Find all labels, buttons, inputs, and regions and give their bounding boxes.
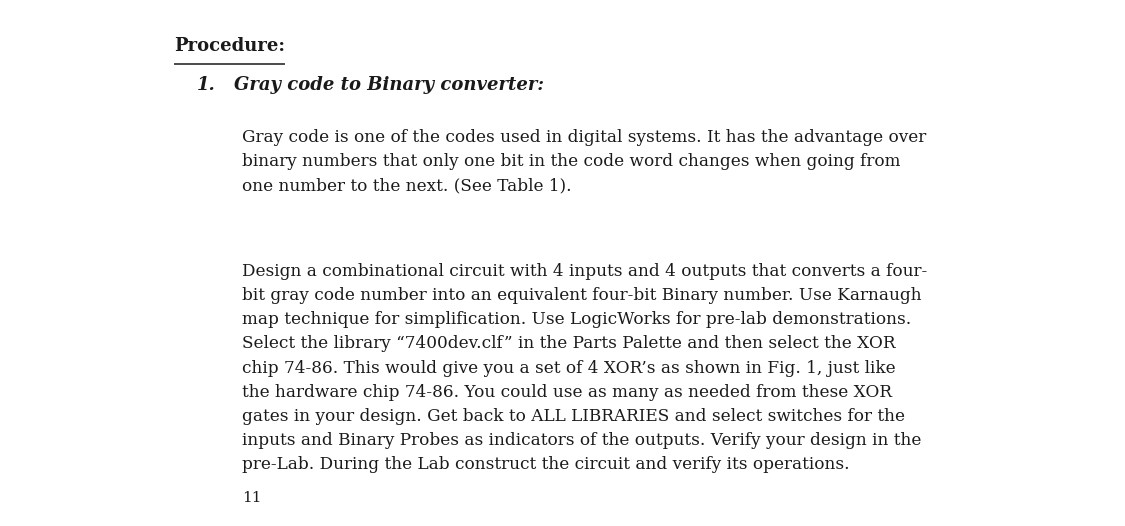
Text: 11: 11 [242,491,261,505]
Text: Gray code is one of the codes used in digital systems. It has the advantage over: Gray code is one of the codes used in di… [242,129,926,194]
Text: Gray code to Binary converter:: Gray code to Binary converter: [234,76,544,94]
Text: Procedure:: Procedure: [174,37,286,55]
Text: Design a combinational circuit with 4 inputs and 4 outputs that converts a four-: Design a combinational circuit with 4 in… [242,263,927,473]
Text: 1.: 1. [197,76,216,94]
